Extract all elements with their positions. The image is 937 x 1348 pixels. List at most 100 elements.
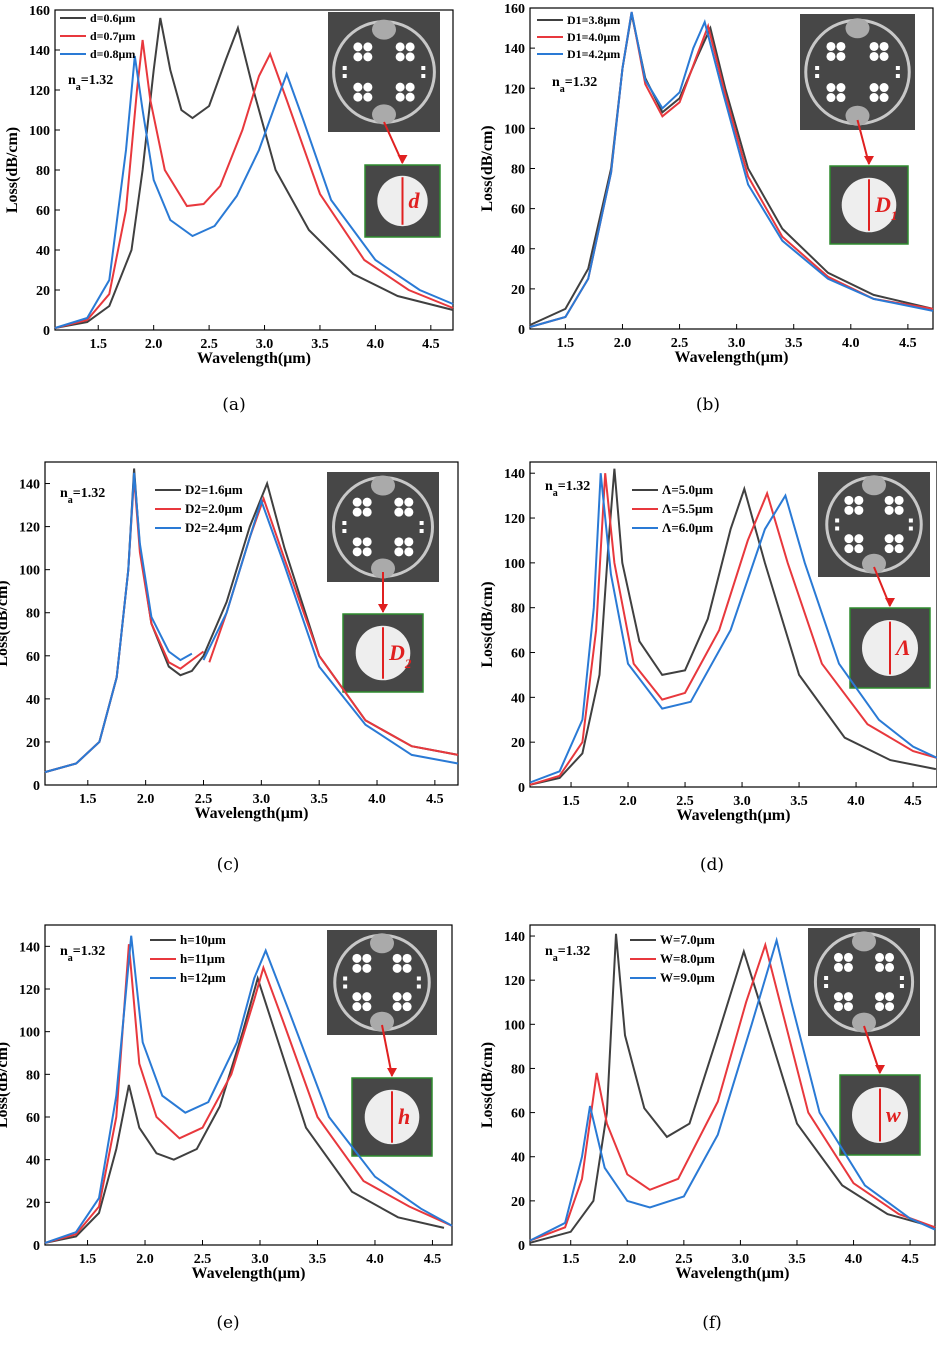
air-hole: [895, 534, 904, 543]
air-hole: [353, 498, 362, 507]
air-hole: [885, 1002, 894, 1011]
air-hole: [393, 992, 402, 1001]
x-tick-label: 1.5: [557, 336, 575, 351]
y-tick-label: 120: [19, 521, 40, 536]
annotation: na=1.32: [60, 944, 105, 964]
x-axis-label: Wavelength(μm): [676, 1265, 790, 1282]
annotation-part: =1.32: [73, 944, 105, 959]
y-tick-label: 20: [511, 736, 525, 751]
annotation: na=1.32: [552, 75, 597, 95]
x-tick-label: 4.0: [845, 1252, 863, 1267]
core-top: [371, 476, 395, 496]
inset-label-sub: 1: [891, 208, 898, 223]
y-tick-label: 20: [36, 284, 50, 299]
core-top: [862, 475, 886, 495]
air-hole: [834, 1002, 843, 1011]
small-hole: [835, 527, 839, 531]
air-hole: [880, 42, 889, 51]
air-hole: [406, 83, 415, 92]
core-top: [372, 20, 396, 40]
air-hole: [403, 992, 412, 1001]
x-tick-label: 1.5: [79, 1252, 97, 1267]
panel: 0204060801001201401.52.02.53.03.54.04.5W…: [479, 925, 935, 1333]
y-tick-label: 100: [19, 1026, 40, 1041]
x-tick-label: 2.0: [619, 794, 637, 809]
small-hole: [824, 976, 828, 980]
air-hole: [403, 954, 412, 963]
small-hole: [815, 74, 819, 78]
x-axis-label: Wavelength(μm): [195, 805, 309, 822]
air-hole: [394, 547, 403, 556]
y-tick-label: 40: [26, 1154, 40, 1169]
y-tick-label: 0: [43, 324, 50, 339]
small-hole: [343, 74, 347, 78]
x-tick-label: 2.0: [136, 1252, 154, 1267]
air-hole: [844, 496, 853, 505]
y-tick-label: 20: [511, 283, 525, 298]
legend-label: D1=4.2μm: [567, 47, 620, 61]
inset-label: d: [409, 188, 421, 213]
y-tick-label: 100: [19, 564, 40, 579]
y-tick-label: 100: [504, 557, 525, 572]
air-hole: [362, 954, 371, 963]
y-tick-label: 80: [36, 164, 50, 179]
air-hole: [403, 1002, 412, 1011]
x-tick-label: 4.0: [368, 792, 386, 807]
air-hole: [836, 42, 845, 51]
air-hole: [844, 506, 853, 515]
core-top: [846, 18, 870, 38]
caption: (a): [222, 395, 245, 415]
y-tick-label: 140: [504, 42, 525, 57]
inset-label-main: Λ: [894, 635, 911, 660]
caption: (c): [217, 855, 240, 875]
y-tick-label: 0: [518, 1239, 525, 1254]
x-tick-label: 3.5: [310, 792, 328, 807]
y-tick-label: 160: [504, 2, 525, 17]
air-hole: [362, 964, 371, 973]
air-hole: [870, 52, 879, 61]
x-tick-label: 2.0: [137, 792, 155, 807]
inset-label-main: d: [409, 188, 421, 213]
zoom-arrowhead: [875, 1065, 885, 1074]
air-hole: [393, 1002, 402, 1011]
x-tick-label: 3.5: [311, 337, 329, 352]
x-tick-label: 3.5: [790, 794, 808, 809]
small-hole: [420, 521, 424, 525]
zoom-arrowhead: [885, 598, 895, 607]
air-hole: [875, 1002, 884, 1011]
air-hole: [880, 93, 889, 102]
x-tick-label: 4.0: [847, 794, 865, 809]
legend-label: D2=2.4μm: [185, 520, 243, 535]
annotation-part: =1.32: [558, 479, 590, 494]
air-hole: [396, 93, 405, 102]
y-tick-label: 60: [511, 1107, 525, 1122]
air-hole: [404, 537, 413, 546]
y-tick-label: 100: [29, 124, 50, 139]
air-hole: [844, 992, 853, 1001]
annotation: na=1.32: [545, 479, 590, 499]
inset-label: w: [886, 1102, 901, 1127]
air-hole: [885, 544, 894, 553]
y-tick-label: 20: [511, 1195, 525, 1210]
legend-label: d=0.6μm: [90, 11, 135, 25]
y-tick-label: 80: [511, 163, 525, 178]
air-hole: [895, 496, 904, 505]
small-hole: [421, 74, 425, 78]
air-hole: [834, 963, 843, 972]
small-hole: [342, 529, 346, 533]
air-hole: [406, 52, 415, 61]
air-hole: [834, 953, 843, 962]
legend-label: W=7.0μm: [660, 932, 715, 947]
y-tick-label: 80: [26, 1068, 40, 1083]
air-hole: [844, 963, 853, 972]
air-hole: [880, 52, 889, 61]
small-hole: [420, 529, 424, 533]
air-hole: [404, 547, 413, 556]
core-top: [852, 931, 876, 951]
air-hole: [353, 547, 362, 556]
inset-label-main: D: [388, 640, 405, 665]
air-hole: [353, 508, 362, 517]
air-hole: [826, 93, 835, 102]
core-bottom: [372, 104, 396, 124]
